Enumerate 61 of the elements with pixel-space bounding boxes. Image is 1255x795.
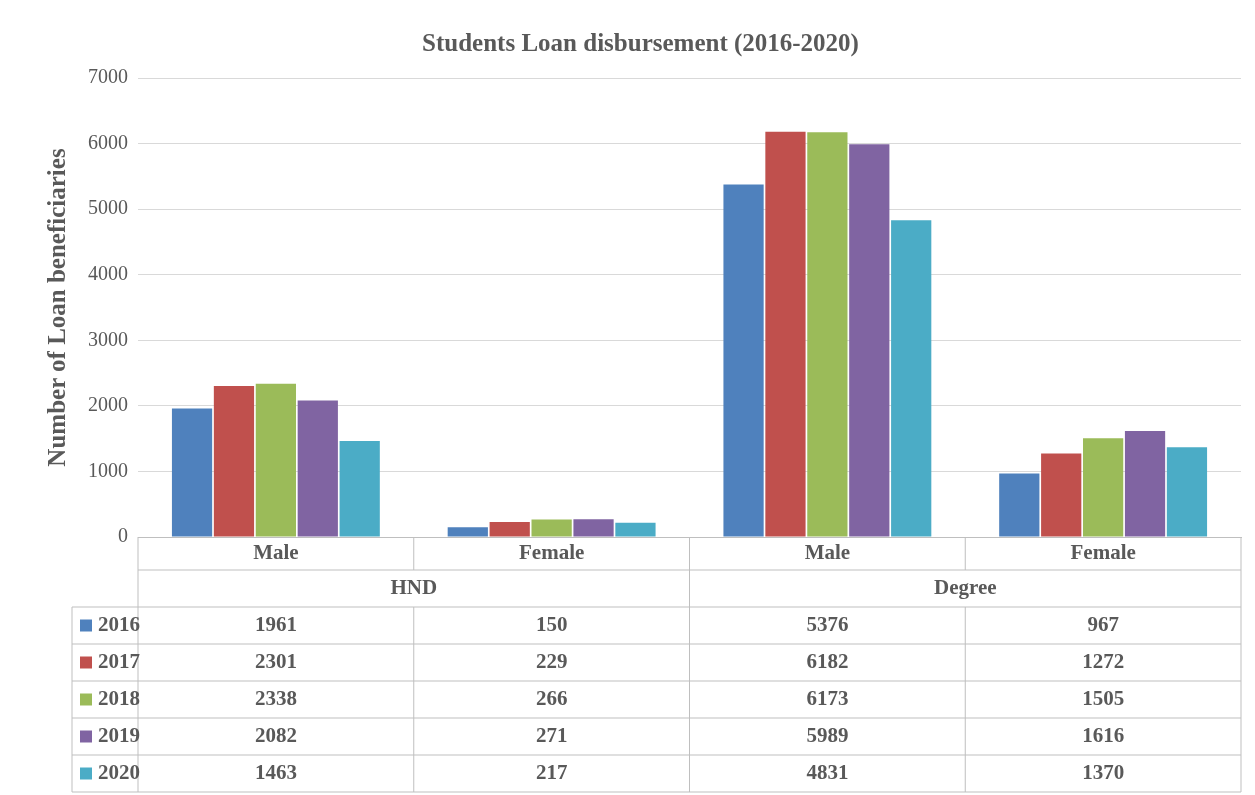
data-label: 1272	[1082, 648, 1125, 673]
bar	[615, 522, 656, 537]
bar	[213, 386, 255, 537]
bar	[1083, 438, 1124, 537]
x-tick-label: Male	[253, 539, 299, 564]
y-tick-label: 1000	[88, 458, 128, 481]
y-tick-label: 6000	[88, 130, 128, 153]
bar	[723, 184, 764, 537]
data-label: 217	[535, 759, 568, 784]
data-label: 2301	[254, 648, 297, 673]
data-label: 266	[535, 685, 568, 710]
bar	[849, 144, 890, 537]
bar	[255, 383, 296, 537]
bar	[765, 131, 806, 537]
bar	[531, 519, 572, 537]
bar	[891, 220, 932, 537]
y-tick-label: 3000	[88, 327, 128, 350]
y-axis-title: Number of Loan beneficiaries	[43, 148, 71, 467]
data-label: 967	[1087, 611, 1119, 636]
y-tick-label: 4000	[88, 261, 128, 284]
data-label: 150	[535, 611, 568, 636]
legend-label: 2020	[98, 759, 140, 784]
legend-label: 2016	[98, 611, 140, 636]
data-label: 1370	[1082, 759, 1125, 784]
data-label: 271	[535, 722, 568, 747]
legend-label: 2017	[98, 648, 140, 673]
x-tick-label: Male	[804, 539, 851, 564]
bar	[339, 441, 380, 537]
data-label: 1616	[1082, 722, 1125, 747]
bar	[807, 132, 848, 537]
data-label: 6173	[806, 685, 849, 710]
data-label: 1505	[1082, 685, 1125, 710]
y-tick-label: 2000	[88, 393, 128, 416]
legend-label: 2018	[98, 685, 140, 710]
x-tick-label: Female	[1070, 539, 1136, 564]
text: Degree	[933, 574, 997, 599]
bar	[489, 521, 530, 537]
data-label: 4831	[806, 759, 849, 784]
bar	[297, 400, 338, 537]
bar	[171, 408, 213, 537]
bar	[447, 527, 488, 537]
data-label: 2338	[254, 685, 297, 710]
bar	[1041, 453, 1082, 537]
y-tick-label: 5000	[88, 196, 128, 219]
bar	[1166, 447, 1208, 537]
data-label: 5989	[806, 722, 849, 747]
chart-title: Students Loan disbursement (2016-2020)	[422, 29, 859, 58]
legend-label: 2019	[98, 722, 140, 747]
data-label: 229	[535, 648, 568, 673]
x-tick-label: Female	[518, 539, 585, 564]
data-label: 6182	[806, 648, 849, 673]
bar	[1124, 431, 1166, 537]
data-label: 5376	[806, 611, 849, 636]
bar	[573, 519, 614, 537]
data-label: 1961	[254, 611, 297, 636]
text: HND	[390, 574, 438, 599]
y-tick-label: 7000	[88, 65, 128, 88]
bar	[999, 473, 1040, 537]
y-tick-label: 0	[118, 524, 128, 547]
data-label: 1463	[254, 759, 297, 784]
data-label: 2082	[254, 722, 297, 747]
